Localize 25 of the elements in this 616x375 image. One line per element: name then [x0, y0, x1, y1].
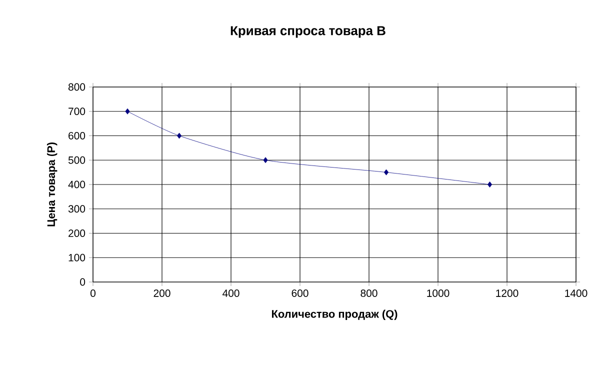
- y-tick-label: 400: [68, 180, 86, 188]
- y-tick-label: 800: [68, 83, 86, 91]
- y-tick-label: 0: [80, 278, 86, 286]
- y-tick-label: 100: [68, 254, 86, 262]
- x-axis-title: Количество продаж (Q): [272, 310, 398, 320]
- x-tick-label: 600: [292, 290, 308, 297]
- point: [384, 169, 389, 176]
- point: [263, 157, 268, 164]
- x-tick-label: 1200: [496, 290, 518, 297]
- x-tick-label: 400: [222, 290, 240, 297]
- y-tick-label: 700: [68, 108, 86, 116]
- point: [176, 132, 182, 139]
- point: [125, 108, 130, 114]
- x-tick-label: 0: [90, 290, 96, 297]
- chart-title: Кривая спроса товара В: [230, 26, 386, 38]
- x-tick-label: 1000: [427, 290, 450, 297]
- x-tick-label: 200: [154, 290, 170, 297]
- y-tick-label: 300: [68, 205, 86, 213]
- x-tick-label: 800: [360, 290, 378, 297]
- x-tick-label: 1400: [565, 290, 588, 297]
- y-tick-label: 500: [68, 156, 86, 164]
- y-tick-label: 200: [68, 230, 86, 237]
- y-tick-label: 600: [68, 132, 86, 140]
- y-axis-title: Цена товара (P): [46, 142, 58, 226]
- point: [487, 182, 492, 188]
